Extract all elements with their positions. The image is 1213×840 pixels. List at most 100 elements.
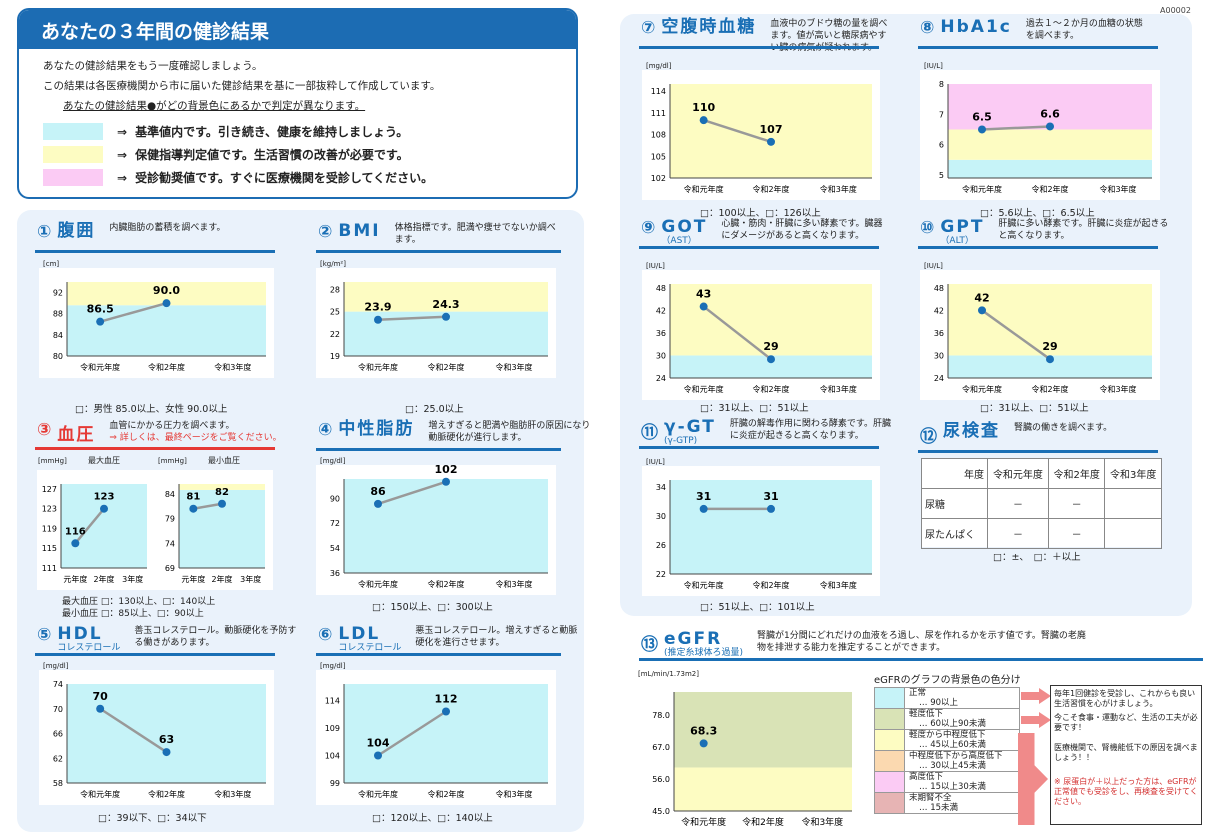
threshold-caption: □：31以上、□：51以上 bbox=[700, 403, 809, 414]
y-tick-label: 30 bbox=[934, 351, 944, 360]
egfr-legend-text: 末期腎不全… 15未満 bbox=[904, 792, 1020, 814]
bp-label-dia: 最小血圧 bbox=[208, 456, 240, 465]
section-description: 体格指標です。肥満や痩せでないか調べます。 bbox=[394, 223, 556, 245]
section-underline bbox=[316, 448, 561, 451]
threshold-caption: □：100以上、□：126以上 bbox=[700, 208, 821, 219]
waist-chart-box: 80 84 88 92 令和元年度 令和2年度 令和3年度 86.5 90.0 bbox=[39, 268, 274, 378]
threshold-caption: □：±、 □：＋以上 bbox=[993, 552, 1081, 563]
band-0 bbox=[344, 684, 548, 783]
section-name-wrap: LDL コレステロール bbox=[338, 625, 401, 653]
ggt-chart: 22 26 30 34 令和元年度 令和2年度 令和3年度 31 31 bbox=[656, 480, 872, 590]
section-name-wrap: 尿検査 bbox=[943, 422, 1000, 440]
section-number: ② bbox=[318, 222, 333, 242]
data-point bbox=[96, 704, 105, 713]
section-underline bbox=[316, 653, 561, 656]
ggt-title: ⑪ γ-GT (γ-GTP) 肝臓の解毒作用に関わる酵素です。肝臓に炎症が起きると高く… bbox=[641, 418, 900, 446]
y-tick-label: 26 bbox=[656, 541, 666, 550]
egfr-legend-text: 中程度低下から高度低下… 30以上45未満 bbox=[904, 750, 1020, 772]
section-underline bbox=[639, 658, 1203, 661]
data-label: 31 bbox=[763, 490, 778, 503]
y-tick-label: 80 bbox=[53, 352, 63, 361]
x-tick-label: 令和元年度 bbox=[962, 184, 1002, 194]
y-tick-label: 114 bbox=[325, 697, 340, 706]
intro-line-3: あなたの健診結果●がどの背景色にあるかで判定が異なります。 bbox=[63, 100, 366, 112]
section-description: 善玉コレステロール。動脈硬化を予防する働きがあります。 bbox=[134, 626, 297, 648]
egfr-legend-label: 正常 bbox=[909, 688, 927, 698]
egfr-legend-swatch bbox=[874, 687, 905, 709]
fbs-chart-box: 102 105 108 111 114 令和元年度 令和2年度 令和3年度 110 107 bbox=[642, 70, 880, 200]
y-tick-label: 24 bbox=[934, 374, 944, 383]
y-tick-label: 25 bbox=[330, 308, 340, 317]
section-subtitle: コレステロール bbox=[338, 643, 402, 653]
legend-swatch bbox=[43, 169, 103, 186]
bp_dia-chart-box: 69 74 79 84 元年度 2年度 3年度 81 82 bbox=[155, 470, 273, 590]
y-tick-label: 28 bbox=[330, 285, 340, 294]
intro-line-2: この結果は各医療機関から市に届いた健診結果を基に一部抜粋して作成しています。 bbox=[43, 80, 441, 92]
series-line bbox=[703, 118, 772, 144]
legend-text: 基準値内です。引き続き、健康を維持しましょう。 bbox=[135, 124, 409, 139]
y-tick-label: 109 bbox=[325, 724, 340, 733]
tg-title: ④ 中性脂肪 増えすぎると肥満や脂肪肝の原因になり動脈硬化が進行します。 bbox=[318, 420, 598, 444]
threshold-caption: □：5.6以上、□：6.5以上 bbox=[980, 208, 1095, 219]
section-name-wrap: GOT （AST） bbox=[661, 218, 707, 246]
egfr-advice-4: ※ 尿蛋白が＋以上だった方は、eGFRが正常値でも受診をし、再検査を受けてくださ… bbox=[1054, 777, 1198, 806]
y-tick-label: 111 bbox=[42, 564, 57, 573]
egfr-legend-label: 軽度低下 bbox=[909, 709, 944, 719]
section-underline bbox=[639, 446, 879, 449]
section-underline bbox=[35, 250, 275, 253]
legend-row: ⇒ 保健指導判定値です。生活習慣の改善が必要です。 bbox=[43, 143, 552, 166]
threshold-caption: □：120以上、□：140以上 bbox=[372, 813, 493, 824]
data-label: 43 bbox=[696, 288, 711, 301]
x-tick-label: 令和元年度 bbox=[684, 184, 724, 194]
urine-header-year: 年度 bbox=[921, 458, 988, 489]
x-tick-label: 元年度 bbox=[63, 574, 87, 584]
x-tick-label: 令和2年度 bbox=[752, 384, 789, 394]
x-tick-label: 元年度 bbox=[181, 574, 205, 584]
y-tick-label: 24 bbox=[656, 374, 666, 383]
series-line bbox=[981, 125, 1051, 131]
y-tick-label: 42 bbox=[656, 306, 666, 315]
x-tick-label: 令和3年度 bbox=[1099, 384, 1136, 394]
section-description: 腎臓の働きを調べます。 bbox=[1014, 423, 1113, 433]
band-1 bbox=[948, 129, 1152, 160]
section-name: BMI bbox=[338, 221, 381, 241]
arrow-icon: ⇒ bbox=[117, 170, 128, 185]
data-label: 102 bbox=[435, 465, 458, 476]
egfr-legend-text: 軽度から中程度低下… 45以上60未満 bbox=[904, 729, 1020, 751]
y-tick-label: 108 bbox=[651, 131, 666, 140]
section-number: ⑫ bbox=[920, 427, 937, 447]
y-tick-label: 34 bbox=[656, 483, 666, 492]
hdl-chart: 58 62 66 70 74 令和元年度 令和2年度 令和3年度 70 63 bbox=[53, 680, 266, 799]
data-label: 81 bbox=[186, 492, 200, 503]
data-point bbox=[218, 499, 226, 508]
threshold-caption: □：25.0以上 bbox=[405, 404, 464, 415]
egfr-legend-range: … 30以上45未満 bbox=[919, 761, 986, 771]
section-name: 血圧 bbox=[57, 425, 96, 445]
urine-cell bbox=[1104, 518, 1162, 549]
legend-row: ⇒ 基準値内です。引き続き、健康を維持しましょう。 bbox=[43, 120, 552, 143]
data-label: 86.5 bbox=[87, 303, 114, 316]
bp_sys-chart-box: 111 115 119 123 127 元年度 2年度 3年度 116 123 bbox=[37, 470, 155, 590]
egfr-legend-label: 高度低下 bbox=[909, 772, 944, 782]
band-0 bbox=[61, 484, 147, 568]
intro-line-1: あなたの健診結果をもう一度確認しましょう。 bbox=[43, 60, 263, 72]
y-tick-label: 72 bbox=[330, 519, 340, 528]
waist-chart: 80 84 88 92 令和元年度 令和2年度 令和3年度 86.5 90.0 bbox=[53, 282, 266, 372]
series-line bbox=[981, 309, 1051, 361]
got-title: ⑨ GOT （AST） 心臓・筋肉・肝臓に多い酵素です。臓器にダメージがあると高くなり… bbox=[641, 218, 891, 246]
data-label: 110 bbox=[692, 101, 715, 114]
x-tick-label: 令和元年度 bbox=[962, 384, 1002, 394]
data-label: 116 bbox=[65, 526, 86, 537]
series-line bbox=[377, 315, 447, 321]
y-tick-label: 84 bbox=[165, 490, 175, 499]
section-description: 腎臓が1分間にどれだけの血液をろ過し、尿を作れるかを示す値です。腎臓の老廃物を排… bbox=[757, 631, 1086, 653]
legend-row: ⇒ 受診勧奨値です。すぐに医療機関を受診してください。 bbox=[43, 166, 552, 189]
x-tick-label: 令和3年度 bbox=[495, 362, 532, 372]
y-tick-label: 45.0 bbox=[652, 807, 670, 816]
unit-label: [IU/L] bbox=[924, 262, 943, 270]
section-name: LDL bbox=[338, 624, 381, 644]
legend-swatch bbox=[43, 123, 103, 140]
data-point bbox=[374, 499, 382, 508]
x-tick-label: 2年度 bbox=[211, 574, 232, 584]
y-tick-label: 102 bbox=[651, 174, 666, 183]
